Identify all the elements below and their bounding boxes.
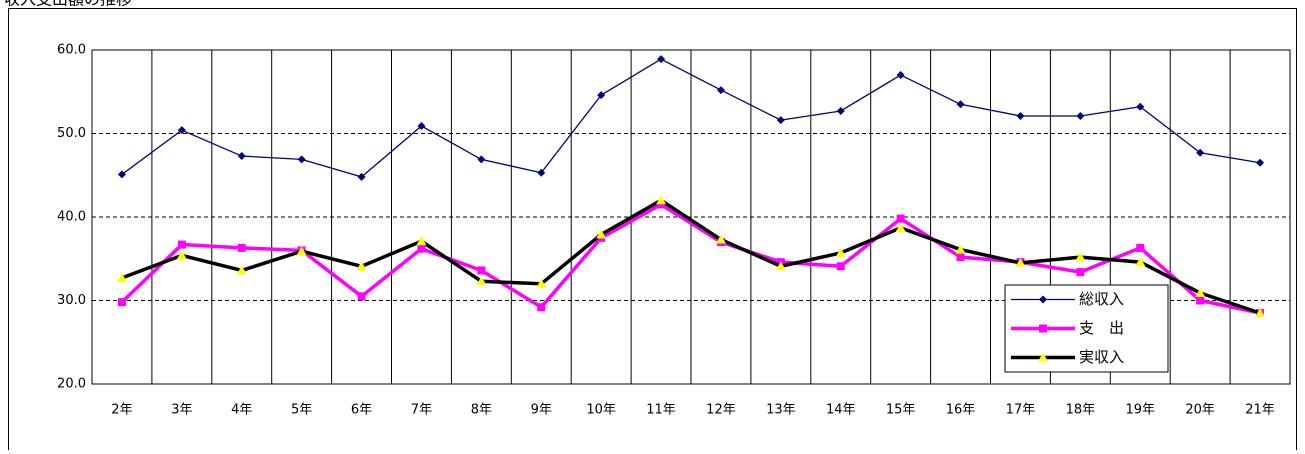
data-point (176, 250, 187, 260)
data-point (356, 261, 367, 271)
data-point (237, 152, 246, 161)
data-point (116, 272, 127, 282)
x-tick-label: 19年 (1125, 403, 1155, 418)
data-point (537, 168, 546, 177)
x-tick-label: 16年 (946, 403, 976, 418)
data-point (956, 100, 965, 109)
data-point (357, 172, 366, 181)
data-point (656, 195, 667, 205)
series-line (121, 198, 1261, 315)
x-tick-label: 7年 (411, 403, 432, 418)
data-point (416, 236, 427, 246)
data-point (537, 303, 546, 312)
x-tick-label: 21年 (1245, 403, 1275, 418)
data-point (1076, 111, 1085, 120)
data-point (477, 266, 486, 275)
data-point (1195, 287, 1206, 297)
legend-label: 支 出 (1079, 319, 1124, 337)
data-point (895, 222, 906, 232)
x-tick-label: 10年 (586, 403, 616, 418)
data-point (596, 229, 607, 239)
data-point (1136, 102, 1145, 111)
legend-label: 総収入 (1079, 290, 1124, 308)
data-point (1135, 257, 1146, 267)
data-point (1256, 158, 1265, 167)
plot-border (91, 49, 1291, 385)
data-point (357, 292, 366, 301)
x-tick-label: 3年 (171, 403, 192, 418)
data-point (835, 247, 846, 257)
data-point (536, 278, 547, 288)
data-point (476, 276, 487, 286)
data-point (775, 261, 786, 271)
data-point (1255, 308, 1266, 318)
data-point (417, 244, 426, 253)
x-tick-label: 18年 (1066, 403, 1096, 418)
data-point (657, 55, 666, 64)
data-point (836, 262, 845, 271)
x-tick-label: 20年 (1185, 403, 1215, 418)
data-point (1196, 296, 1205, 305)
data-point (657, 200, 666, 209)
data-point (236, 265, 247, 275)
data-point (896, 71, 905, 80)
data-point (177, 126, 186, 135)
y-tick-label: 30.0 (57, 293, 86, 308)
y-tick-label: 20.0 (57, 377, 86, 392)
data-point (417, 121, 426, 130)
data-point (117, 170, 126, 179)
x-tick-label: 8年 (471, 403, 492, 418)
data-point (1075, 252, 1086, 262)
x-tick-label: 11年 (646, 403, 676, 418)
series-line (120, 202, 1261, 315)
x-tick-label: 5年 (291, 403, 312, 418)
data-point (1076, 268, 1085, 277)
x-tick-label: 14年 (826, 403, 856, 418)
y-tick-label: 60.0 (57, 43, 86, 58)
data-point (117, 298, 126, 307)
data-point (297, 155, 306, 164)
data-point (237, 243, 246, 252)
data-point (177, 240, 186, 249)
data-point (956, 253, 965, 262)
x-tick-label: 4年 (231, 403, 252, 418)
legend-marker (1039, 295, 1047, 304)
x-tick-label: 12年 (706, 403, 736, 418)
data-point (1136, 243, 1145, 252)
x-tick-label: 13年 (766, 403, 796, 418)
x-tick-label: 15年 (886, 403, 916, 418)
data-point (1196, 148, 1205, 157)
data-point (836, 106, 845, 115)
data-point (597, 91, 606, 100)
x-tick-label: 6年 (351, 403, 372, 418)
data-point (1015, 257, 1026, 267)
data-point (296, 246, 307, 256)
series-line (121, 58, 1261, 178)
legend-label: 実収入 (1079, 348, 1124, 366)
y-tick-label: 40.0 (57, 210, 86, 225)
x-tick-label: 17年 (1006, 403, 1036, 418)
data-point (1016, 111, 1025, 120)
legend-marker (1038, 352, 1048, 362)
x-tick-label: 9年 (531, 403, 552, 418)
x-tick-label: 2年 (111, 403, 132, 418)
data-point (715, 234, 726, 244)
data-point (716, 86, 725, 95)
data-point (477, 155, 486, 164)
chart-title: 収入支出額の推移 (4, 0, 132, 9)
data-point (896, 214, 905, 223)
legend-marker (1039, 324, 1047, 333)
data-point (776, 116, 785, 125)
y-tick-label: 50.0 (57, 126, 86, 141)
data-point (955, 244, 966, 254)
